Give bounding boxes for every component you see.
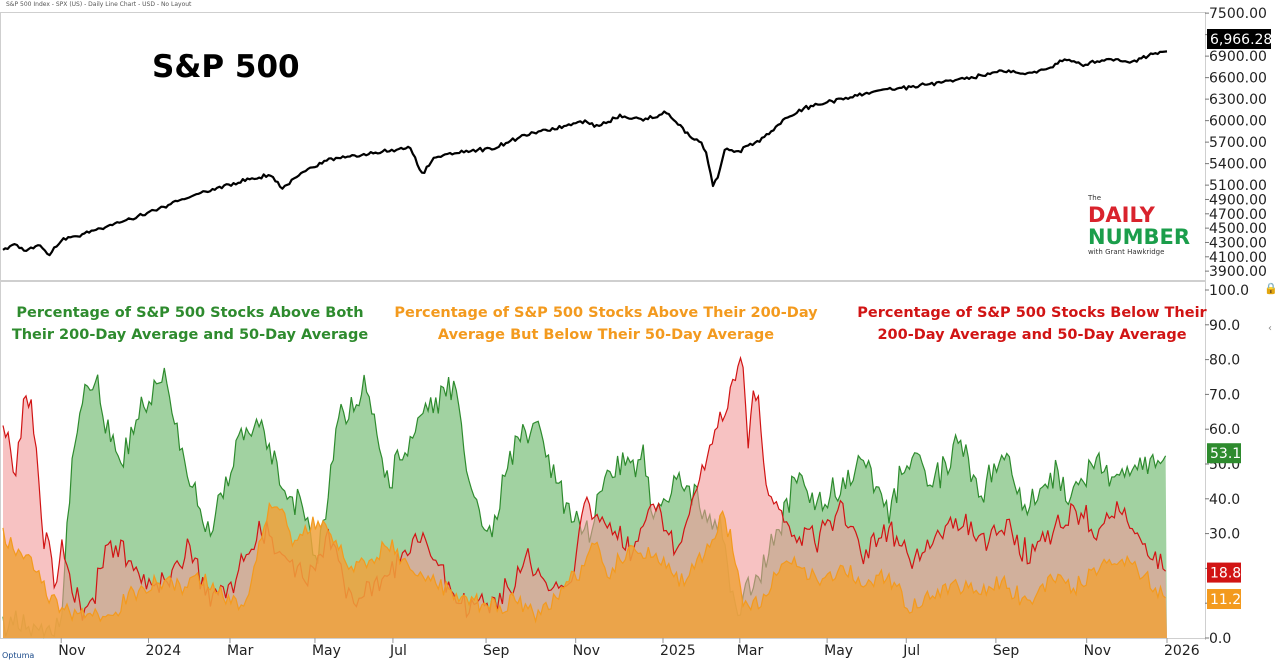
price-tick-label: 6000.00 (1209, 114, 1267, 130)
last-value-label: 11.2 (1210, 592, 1241, 608)
breadth-tick-label: 80.0 (1209, 353, 1240, 369)
x-tick-label: Jul (389, 643, 407, 659)
logo-the: The (1087, 194, 1101, 202)
optuma-brand: Optuma (2, 651, 35, 660)
price-title: S&P 500 (152, 49, 300, 85)
last-value-label: 53.1 (1210, 446, 1241, 462)
breadth-tick-label: 40.0 (1209, 492, 1240, 508)
logo-number: NUMBER (1088, 225, 1190, 249)
last-value-badges: 53.1 18.8 11.2 (1207, 443, 1241, 610)
last-value-badge (1207, 562, 1241, 583)
breadth-tick-label: 70.0 (1209, 387, 1240, 403)
price-tick-label: 4700.00 (1209, 207, 1267, 223)
x-tick-label: Sep (993, 643, 1020, 659)
red-area-line (2, 355, 1167, 621)
annotation-green-line1: Percentage of S&P 500 Stocks Above Both (16, 305, 363, 321)
x-tick-label: Nov (1084, 643, 1111, 659)
price-tick-label: 4900.00 (1209, 192, 1267, 208)
breadth-tick-label: 100.0 (1209, 283, 1249, 299)
annotation-orange-line1: Percentage of S&P 500 Stocks Above Their… (394, 305, 818, 321)
x-tick-label: Mar (737, 643, 764, 659)
annotation-orange-line2: Average But Below Their 50-Day Average (438, 327, 774, 343)
price-tick-label: 7500.00 (1209, 6, 1267, 22)
breadth-tick-label: 90.0 (1209, 318, 1240, 334)
breadth-tick-label: 0.0 (1209, 631, 1231, 647)
price-tick-label: 3900.00 (1209, 264, 1267, 280)
annotation-red-line2: 200-Day Average and 50-Day Average (877, 327, 1186, 343)
x-axis: Nov 2024 Mar May Jul Sep Nov 2025 Mar May Jul Sep No… (58, 638, 1200, 659)
price-tick-label: 6900.00 (1209, 49, 1267, 65)
red-area-fill (3, 357, 1167, 638)
lock-icon[interactable]: 🔒 (1264, 282, 1278, 295)
orange-area-line (2, 501, 1166, 624)
price-tick-label: 5700.00 (1209, 135, 1267, 151)
price-tick-label: 4100.00 (1209, 250, 1267, 266)
breadth-areas (2, 355, 1167, 639)
price-pane: S&P 500 7500.007200.006900.006600.006300… (2, 6, 1272, 280)
price-tick-label: 5400.00 (1209, 157, 1267, 173)
last-value-badge (1207, 443, 1241, 464)
price-last-value: 6,966.28 (1210, 32, 1272, 48)
annotation-green-line2: Their 200-Day Average and 50-Day Average (12, 327, 368, 343)
x-tick-label: Sep (483, 643, 510, 659)
price-tick-label: 4300.00 (1209, 235, 1267, 251)
orange-area-fill (3, 503, 1167, 638)
collapse-panel-icon[interactable]: ‹ (1268, 323, 1272, 334)
x-tick-label: May (312, 643, 341, 659)
logo-daily: DAILY (1088, 203, 1156, 227)
last-value-badge (1207, 589, 1241, 610)
annotation-red-line1: Percentage of S&P 500 Stocks Below Their (857, 305, 1207, 321)
x-tick-label: Nov (58, 643, 85, 659)
price-tick-label: 6300.00 (1209, 92, 1267, 108)
chart-caption: S&P 500 Index - SPX (US) - Daily Line Ch… (6, 1, 192, 8)
x-tick-label: 2025 (660, 643, 696, 659)
x-tick-label: 2026 (1164, 643, 1200, 659)
logo-byline: with Grant Hawkridge (1088, 248, 1164, 256)
x-tick-label: May (824, 643, 853, 659)
x-tick-label: Nov (573, 643, 600, 659)
x-tick-label: Mar (227, 643, 254, 659)
annotations: Percentage of S&P 500 Stocks Above Both T… (12, 305, 1208, 343)
x-tick-label: 2024 (146, 643, 182, 659)
price-tick-label: 5100.00 (1209, 178, 1267, 194)
price-tick-label: 4500.00 (1209, 221, 1267, 237)
breadth-pane: 100.090.080.070.060.050.040.030.020.010.… (2, 283, 1249, 659)
price-tick-label: 6600.00 (1209, 71, 1267, 87)
price-series-line (2, 50, 1168, 257)
breadth-tick-label: 30.0 (1209, 527, 1240, 543)
price-last-badge (1207, 29, 1271, 49)
last-value-label: 18.8 (1210, 566, 1241, 582)
x-tick-label: Jul (902, 643, 920, 659)
daily-number-logo: The DAILY NUMBER with Grant Hawkridge (1087, 194, 1190, 256)
breadth-tick-label: 60.0 (1209, 422, 1240, 438)
